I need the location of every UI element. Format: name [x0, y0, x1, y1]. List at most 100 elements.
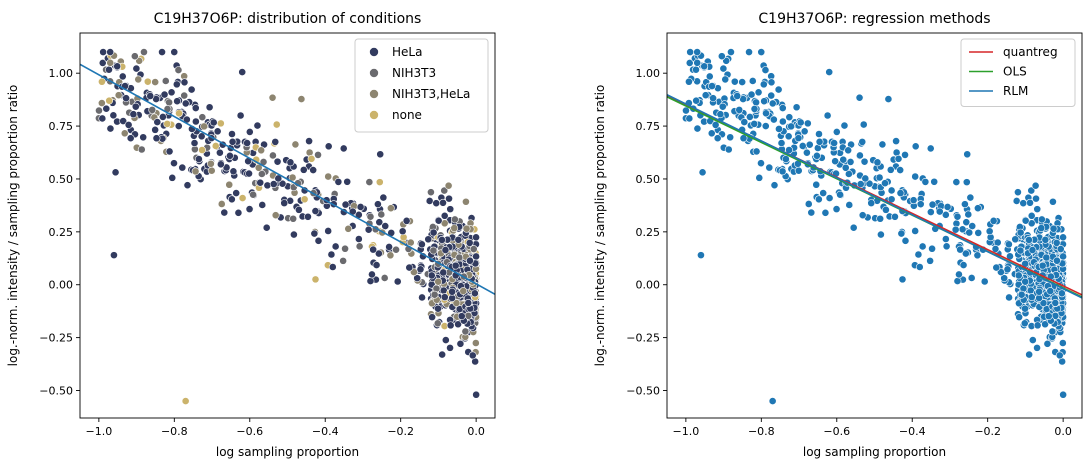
x-tick-label: −1.0 — [673, 425, 700, 438]
point-hela — [113, 62, 122, 71]
point-hela — [305, 137, 313, 146]
point-none — [216, 119, 225, 128]
point — [894, 154, 903, 163]
point-nih3t3-hela — [106, 58, 115, 67]
point-nih3t3-hela — [297, 95, 306, 103]
point — [825, 194, 834, 202]
point — [752, 98, 761, 107]
point — [805, 140, 814, 149]
point — [832, 128, 841, 136]
point — [942, 242, 951, 251]
point — [928, 200, 937, 209]
point-hela — [152, 134, 161, 143]
point-hela — [110, 251, 118, 260]
point — [778, 104, 787, 112]
point-hela — [165, 147, 174, 156]
point-nih3t3-hela — [200, 122, 208, 131]
point — [973, 251, 982, 260]
point-hela — [191, 104, 200, 112]
point — [1014, 271, 1023, 280]
point-hela — [456, 339, 465, 348]
point — [896, 189, 905, 198]
point — [1016, 228, 1025, 237]
legend-marker — [369, 68, 379, 78]
point — [1043, 339, 1052, 348]
point-hela — [216, 160, 225, 169]
point — [1049, 224, 1058, 233]
point-hela — [172, 80, 181, 89]
point — [968, 222, 977, 230]
point-hela — [465, 238, 474, 247]
point — [856, 180, 865, 188]
point — [873, 158, 882, 167]
point-hela — [245, 128, 254, 136]
point-hela — [464, 299, 473, 307]
point — [738, 78, 747, 86]
point — [915, 263, 924, 271]
chart-title: C19H37O6P: distribution of conditions — [154, 11, 422, 27]
point — [830, 139, 839, 147]
point — [1042, 253, 1051, 262]
point — [961, 200, 969, 209]
point — [887, 186, 896, 195]
point — [962, 218, 971, 227]
point — [901, 150, 909, 159]
point — [1046, 287, 1055, 295]
y-tick-label: −0.50 — [39, 385, 73, 398]
point — [897, 229, 906, 238]
point — [685, 59, 694, 67]
fit-line-rlm — [667, 94, 1082, 299]
point-hela — [310, 229, 319, 238]
point — [849, 223, 858, 232]
point-hela — [311, 207, 320, 215]
point-hela — [258, 201, 267, 209]
point — [798, 142, 807, 150]
point-hela — [205, 103, 214, 112]
point-hela — [364, 225, 373, 234]
legend-label: quantreg — [1003, 45, 1058, 59]
point-nih3t3-hela — [288, 173, 297, 182]
point — [785, 113, 794, 122]
point-hela — [236, 111, 245, 120]
point-none — [181, 397, 190, 405]
point — [967, 274, 976, 282]
point-nih3t3 — [380, 274, 389, 282]
point — [953, 277, 962, 285]
point — [765, 163, 774, 172]
point — [974, 228, 983, 237]
point-nih3t3 — [95, 106, 103, 115]
point-hela — [446, 343, 454, 352]
point — [856, 151, 864, 160]
point — [813, 151, 821, 160]
chart-panel-1: C19H37O6P: distribution of conditions −1.… — [6, 11, 496, 459]
point-hela — [280, 199, 289, 208]
point-hela — [215, 148, 224, 157]
x-tick-label: 0.0 — [1054, 425, 1072, 438]
point-nih3t3 — [198, 113, 207, 122]
point — [821, 208, 830, 217]
point — [1003, 265, 1012, 274]
point-hela — [324, 227, 333, 235]
y-tick-label: 0.75 — [49, 120, 74, 133]
point-hela — [111, 168, 120, 177]
point-nih3t3 — [377, 210, 386, 219]
point — [707, 129, 716, 138]
point — [761, 122, 770, 130]
point — [1021, 277, 1030, 286]
x-tick-label: −0.8 — [748, 425, 775, 438]
point-hela — [369, 245, 378, 254]
point-hela — [428, 313, 437, 322]
point — [961, 249, 970, 258]
legend-box — [354, 38, 489, 133]
legend-label: HeLa — [392, 45, 422, 59]
point — [726, 133, 735, 142]
point — [1033, 321, 1042, 330]
point — [839, 155, 848, 164]
point — [700, 62, 709, 71]
point-hela — [139, 133, 148, 142]
point-hela — [269, 180, 278, 188]
point — [701, 91, 710, 100]
point — [928, 244, 936, 253]
point-nih3t3 — [430, 290, 439, 299]
x-tick-label: −0.8 — [161, 425, 188, 438]
